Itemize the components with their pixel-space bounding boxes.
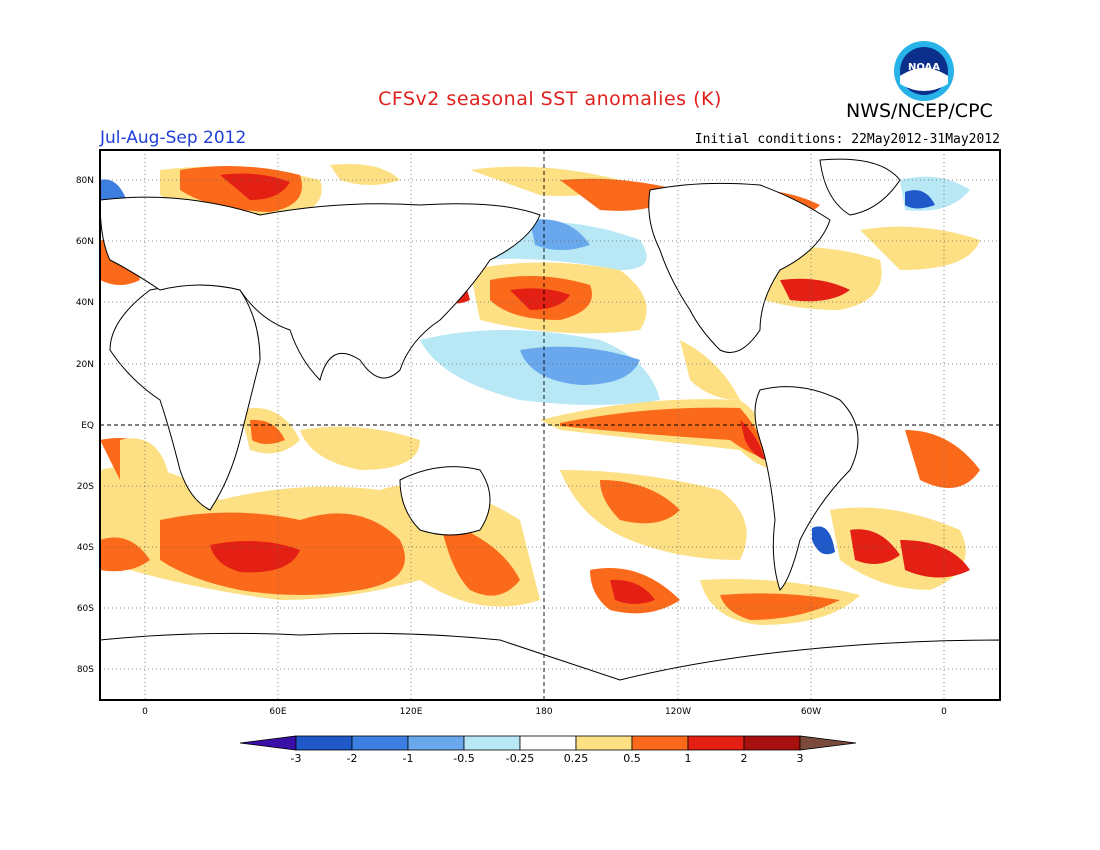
colorbar-arrow-low <box>239 735 297 751</box>
colorbar-label: -1 <box>403 752 414 765</box>
colorbar-swatch <box>463 735 521 751</box>
colorbar-arrow-high <box>799 735 857 751</box>
lon-tick-label: 120E <box>400 707 423 717</box>
lat-tick-label: 80S <box>77 665 94 675</box>
lat-tick-label: 40N <box>76 298 94 308</box>
lon-tick-label: 120W <box>665 707 691 717</box>
lon-tick-label: 180 <box>535 707 552 717</box>
colorbar-label: -0.5 <box>453 752 474 765</box>
forecast-period: Jul-Aug-Sep 2012 <box>100 128 247 148</box>
agency-label: NWS/NCEP/CPC <box>846 100 993 122</box>
lat-tick-label: 40S <box>77 543 94 553</box>
colorbar-swatch <box>519 735 577 751</box>
colorbar-swatch <box>351 735 409 751</box>
colorbar-label: -2 <box>347 752 358 765</box>
lon-tick-label: 60W <box>801 707 821 717</box>
colorbar-swatch <box>295 735 353 751</box>
colorbar-swatch <box>407 735 465 751</box>
initial-conditions: Initial conditions: 22May2012-31May2012 <box>694 132 1000 147</box>
lon-tick-label: 0 <box>941 707 947 717</box>
lat-tick-label: 80N <box>76 176 94 186</box>
colorbar-label: 3 <box>797 752 804 765</box>
map-title: CFSv2 seasonal SST anomalies (K) <box>378 88 722 110</box>
colorbar-label: -0.25 <box>506 752 534 765</box>
lon-tick-label: 0 <box>142 707 148 717</box>
colorbar-swatch <box>687 735 745 751</box>
colorbar-label: -3 <box>291 752 302 765</box>
colorbar-label: 1 <box>685 752 692 765</box>
colorbar-label: 2 <box>741 752 748 765</box>
colorbar-label: 0.5 <box>623 752 641 765</box>
map-frame <box>99 149 1001 701</box>
noaa-logo: NOAA <box>893 40 955 102</box>
lon-axis: 0 60E 120E 180 120W 60W 0 <box>142 707 947 717</box>
colorbar-swatch <box>743 735 801 751</box>
colorbar-swatch <box>631 735 689 751</box>
lat-tick-label: 20S <box>77 482 94 492</box>
colorbar-swatch <box>575 735 633 751</box>
colorbar: -3 -2 -1 -0.5 -0.25 0.25 0.5 1 2 3 <box>239 735 857 765</box>
lat-tick-label: 20N <box>76 360 94 370</box>
noaa-logo-text: NOAA <box>908 62 940 73</box>
land-outlines <box>100 158 1000 700</box>
colorbar-label: 0.25 <box>564 752 589 765</box>
lat-axis: 80N 60N 40N 20N EQ 20S 40S 60S 80S <box>76 176 94 675</box>
lat-tick-label: 60N <box>76 237 94 247</box>
equator-dateline <box>100 150 1000 700</box>
lat-tick-label: 60S <box>77 604 94 614</box>
noaa-logo-icon: NOAA <box>894 41 954 101</box>
lon-tick-label: 60E <box>269 707 286 717</box>
lat-tick-label: EQ <box>81 421 94 431</box>
